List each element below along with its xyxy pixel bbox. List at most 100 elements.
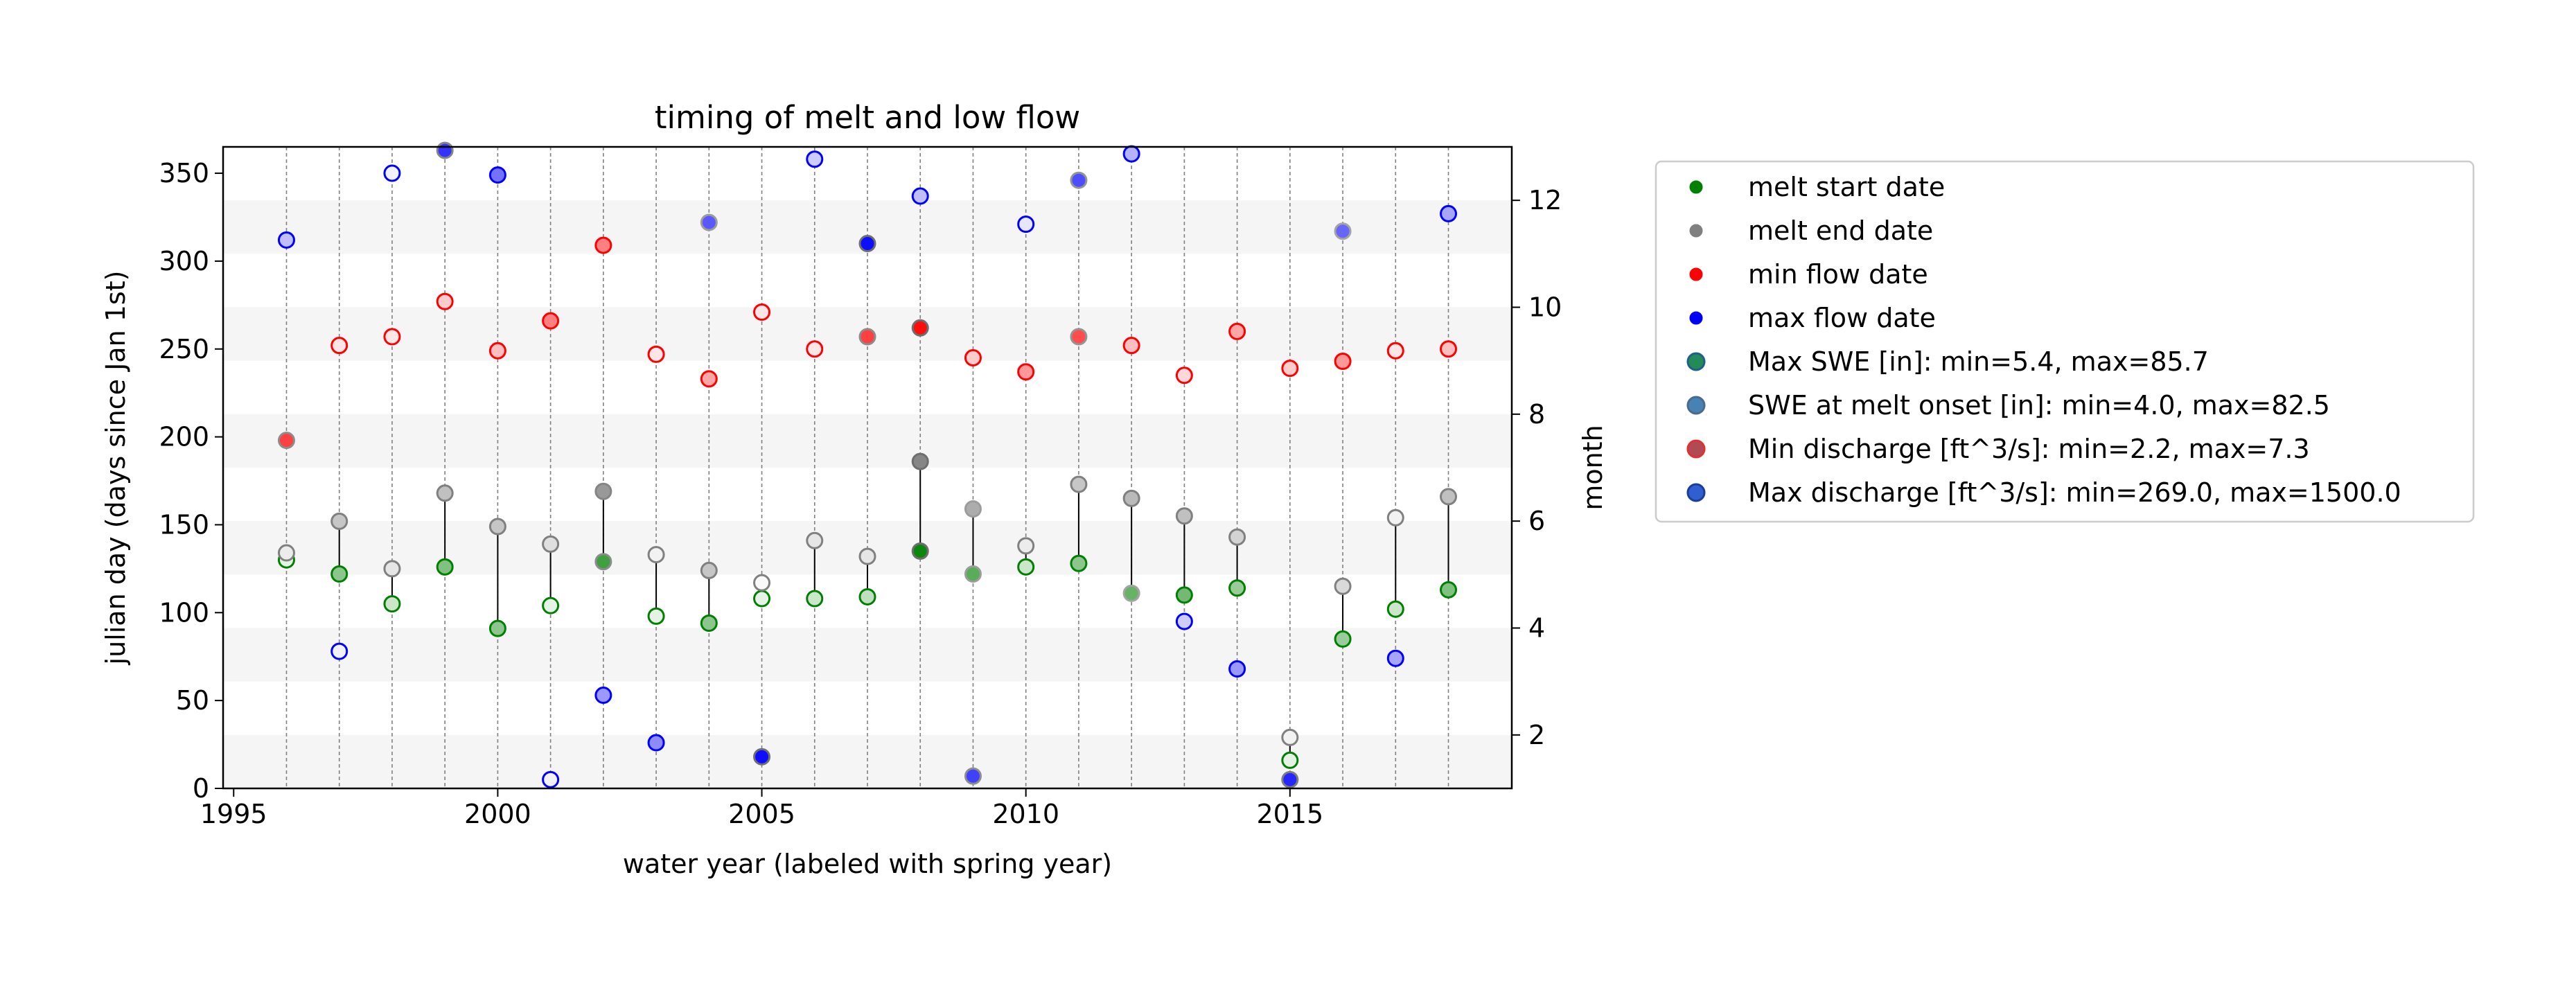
x-tick-label: 2015 [1256,799,1323,829]
melt-end-point [488,518,506,536]
plot-frame [222,145,1513,790]
min-flow-point [383,328,401,346]
max-flow-point [277,231,295,249]
min-flow-point [1070,328,1088,346]
melt-start-point [647,607,665,625]
legend: melt start date melt end date min flow dat… [1655,160,2475,523]
y2-tick-label: 8 [1528,399,1545,430]
melt-end-point [436,484,454,502]
min-flow-point [753,303,771,321]
legend-label: Max discharge [ft^3/s]: min=269.0, max=1… [1748,477,2401,508]
min-flow-point [911,319,929,337]
melt-end-point [594,482,612,500]
min-flow-point [1175,366,1193,385]
max-flow-point [383,164,401,182]
melt-start-point [858,587,876,606]
y-tick-label: 200 [159,422,209,452]
min-flow-point [1228,322,1246,340]
y-tick-label: 50 [176,685,209,716]
y-axis: 0 50 100 150 200 250 300 350 [159,158,223,804]
min-flow-point [277,432,295,450]
melt-end-point [330,512,349,530]
chart-title: timing of melt and low flow [655,99,1080,136]
y-tick-label: 100 [159,597,209,628]
legend-label: max flow date [1748,303,1936,333]
melt-start-point [964,565,982,583]
min-flow-point [330,337,349,355]
min-flow-point [1440,340,1458,358]
month-band [223,734,1512,788]
min-flow-point [1017,363,1035,381]
melt-end-point [806,531,824,549]
min-flow-point [700,370,718,388]
x-tick-label: 1995 [200,799,267,829]
legend-marker-min-discharge [1686,439,1706,459]
melt-start-point [1070,554,1088,572]
melt-end-point [1122,489,1140,507]
melt-end-point [277,544,295,562]
legend-marker-max-flow [1689,311,1703,325]
legend-label: Max SWE [in]: min=5.4, max=85.7 [1748,346,2209,377]
legend-marker-swe-onset [1686,396,1706,415]
y2-tick-label: 2 [1528,720,1545,750]
melt-start-point [753,590,771,608]
melt-end-point [1017,537,1035,555]
melt-start-point [1386,600,1404,618]
min-flow-point [647,345,665,363]
legend-marker-max-swe [1686,352,1706,371]
max-flow-point [1017,215,1035,233]
min-flow-point [806,340,824,358]
y-tick-label: 350 [159,158,209,188]
y-tick-label: 0 [193,773,209,804]
min-flow-point [1281,360,1299,378]
x-tick-label: 2010 [992,799,1059,829]
max-flow-point [964,767,982,785]
min-flow-point [1122,337,1140,355]
max-flow-point [1281,770,1299,788]
min-flow-point [594,236,612,254]
melt-start-point [383,595,401,613]
y2-tick-label: 4 [1528,613,1545,644]
min-flow-point [488,342,506,360]
melt-start-point [1017,558,1035,576]
month-bands [223,200,1512,788]
max-flow-point [1386,649,1404,667]
melt-end-point [1228,528,1246,546]
melt-start-point [594,553,612,571]
melt-end-point [1175,507,1193,525]
melt-start-point [436,558,454,576]
y-tick-label: 150 [159,509,209,540]
melt-end-point [542,535,560,553]
max-flow-point [647,734,665,752]
melt-start-point [1334,630,1352,648]
melt-end-point [1440,488,1458,506]
min-flow-point [964,348,982,366]
melt-end-point [1386,509,1404,527]
min-flow-point [1386,342,1404,360]
melt-start-point [1281,751,1299,769]
max-flow-point [1228,660,1246,678]
legend-label: min flow date [1748,259,1928,290]
melt-start-point [1175,586,1193,604]
y2-axis: 2 4 6 8 10 12 [1512,185,1562,750]
max-flow-point [1070,171,1088,189]
min-flow-point [1334,353,1352,371]
legend-marker-max-discharge [1686,483,1706,502]
y2-tick-label: 6 [1528,506,1545,536]
max-flow-point [1122,145,1140,163]
melt-connectors [285,461,1449,761]
x-tick-label: 2000 [464,799,531,829]
melt-start-point [806,590,824,608]
max-flow-point [436,141,454,159]
max-flow-point [542,770,560,788]
max-flow-point [700,213,718,231]
max-flow-point [806,150,824,168]
melt-end-point [911,452,929,470]
y2-tick-label: 12 [1528,185,1562,215]
x-axis: 1995 2000 2005 2010 2015 [200,788,1323,829]
melt-end-point [383,560,401,578]
melt-start-point [1440,581,1458,599]
melt-end-point [700,561,718,579]
melt-start-point [1122,584,1140,602]
max-flow-point [330,642,349,660]
